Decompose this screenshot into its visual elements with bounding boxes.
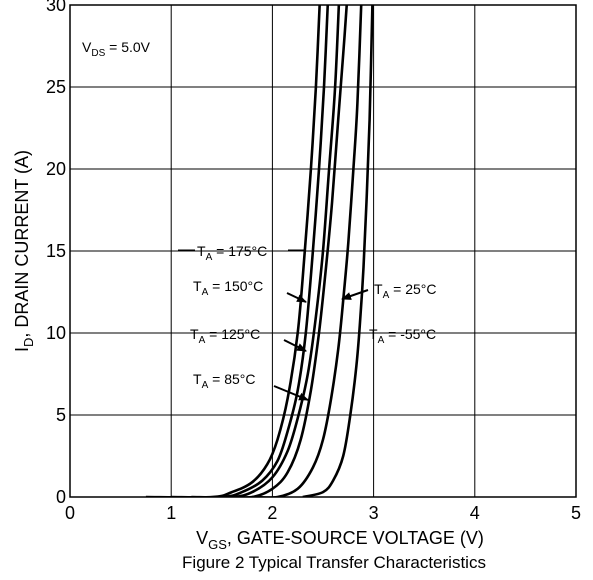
annotation-neg55-value: = -55°C — [384, 326, 436, 342]
condition-label: VDS = 5.0V — [82, 39, 151, 59]
y-tick-label: 20 — [46, 159, 66, 179]
annotation-125-prefix: T — [190, 326, 199, 342]
annotation-125-sub: A — [199, 335, 206, 346]
annotation-neg55-sub: A — [378, 335, 385, 346]
annotation-125: TA = 125°C — [190, 326, 260, 346]
x-axis-title-sub: GS — [208, 537, 227, 552]
annotation-85-prefix: T — [193, 371, 202, 387]
annotation-25-value: = 25°C — [389, 281, 436, 297]
x-tick-label: 0 — [65, 503, 75, 523]
annotation-85: TA = 85°C — [193, 371, 255, 391]
series-line-150 — [171, 5, 330, 497]
x-tick-label: 5 — [571, 503, 581, 523]
annotation-150-sub: A — [202, 287, 209, 298]
annotation-150: TA = 150°C — [193, 278, 263, 298]
condition-main: V — [82, 39, 92, 55]
y-axis-title: ID, DRAIN CURRENT (A) — [12, 150, 36, 352]
figure-caption: Figure 2 Typical Transfer Characteristic… — [182, 553, 486, 572]
annotation-25-prefix: T — [374, 281, 383, 297]
annotation-125-value: = 125°C — [205, 326, 260, 342]
annotation-175-prefix: T — [197, 243, 206, 259]
y-tick-label: 10 — [46, 323, 66, 343]
x-tick-label: 1 — [166, 503, 176, 523]
series-line-175 — [145, 5, 321, 497]
annotation-neg55: TA = -55°C — [369, 326, 436, 346]
annotation-85-arrow — [273, 385, 309, 401]
y-axis-title-sub: D — [21, 338, 36, 347]
annotation-85-value: = 85°C — [208, 371, 255, 387]
x-axis-title-rest: , GATE-SOURCE VOLTAGE (V) — [227, 528, 484, 548]
y-tick-label: 25 — [46, 77, 66, 97]
x-axis-title-main: V — [196, 528, 208, 548]
annotation-150-value: = 150°C — [208, 278, 263, 294]
annotation-neg55-prefix: T — [369, 326, 378, 342]
x-tick-label: 3 — [369, 503, 379, 523]
annotation-150-arrow — [286, 292, 307, 303]
series-lines — [145, 5, 374, 497]
condition-sub: DS — [91, 48, 105, 59]
x-axis-title: VGS, GATE-SOURCE VOLTAGE (V) — [196, 528, 484, 552]
y-tick-label: 15 — [46, 241, 66, 261]
x-tick-label: 2 — [267, 503, 277, 523]
annotation-175-sub: A — [206, 252, 213, 263]
series-line-neg55 — [302, 5, 374, 497]
series-line-25 — [252, 5, 363, 497]
annotation-25-sub: A — [383, 290, 390, 301]
annotation-175-value: = 175°C — [212, 243, 267, 259]
annotation-85-sub: A — [202, 380, 209, 391]
annotation-150-prefix: T — [193, 278, 202, 294]
x-tick-label: 4 — [470, 503, 480, 523]
annotation-25: TA = 25°C — [374, 281, 436, 301]
condition-rest: = 5.0V — [105, 39, 150, 55]
y-axis-title-main: I — [12, 347, 32, 352]
annotation-175: TA = 175°C — [197, 243, 267, 263]
y-axis-title-rest: , DRAIN CURRENT (A) — [12, 150, 32, 338]
y-tick-label: 5 — [56, 405, 66, 425]
annotation-25-arrow — [341, 289, 369, 300]
plot-frame — [69, 4, 577, 498]
y-tick-label: 30 — [46, 0, 66, 15]
annotations: TA = 175°C TA = 150°C TA = 125°C TA = 85… — [176, 243, 466, 401]
series-line-125 — [191, 5, 341, 497]
series-line-85 — [221, 5, 349, 497]
annotation-125-arrow — [283, 339, 307, 352]
tick-labels: 0 1 2 3 4 5 0 5 10 15 20 25 30 — [46, 0, 581, 523]
y-tick-label: 0 — [56, 487, 66, 507]
